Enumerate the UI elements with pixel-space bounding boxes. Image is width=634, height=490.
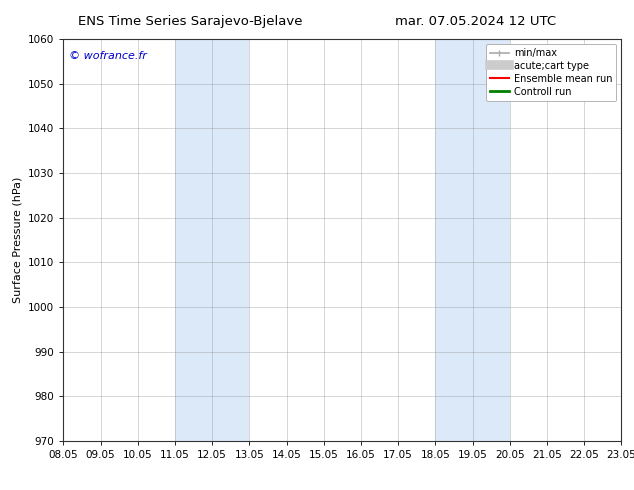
Y-axis label: Surface Pressure (hPa): Surface Pressure (hPa) [13,177,23,303]
Text: © wofrance.fr: © wofrance.fr [69,51,147,61]
Bar [175,39,249,441]
Bar [436,39,510,441]
Legend: min/max, acute;cart type, Ensemble mean run, Controll run: min/max, acute;cart type, Ensemble mean … [486,44,616,100]
Text: mar. 07.05.2024 12 UTC: mar. 07.05.2024 12 UTC [395,15,556,28]
Text: ENS Time Series Sarajevo-Bjelave: ENS Time Series Sarajevo-Bjelave [78,15,302,28]
